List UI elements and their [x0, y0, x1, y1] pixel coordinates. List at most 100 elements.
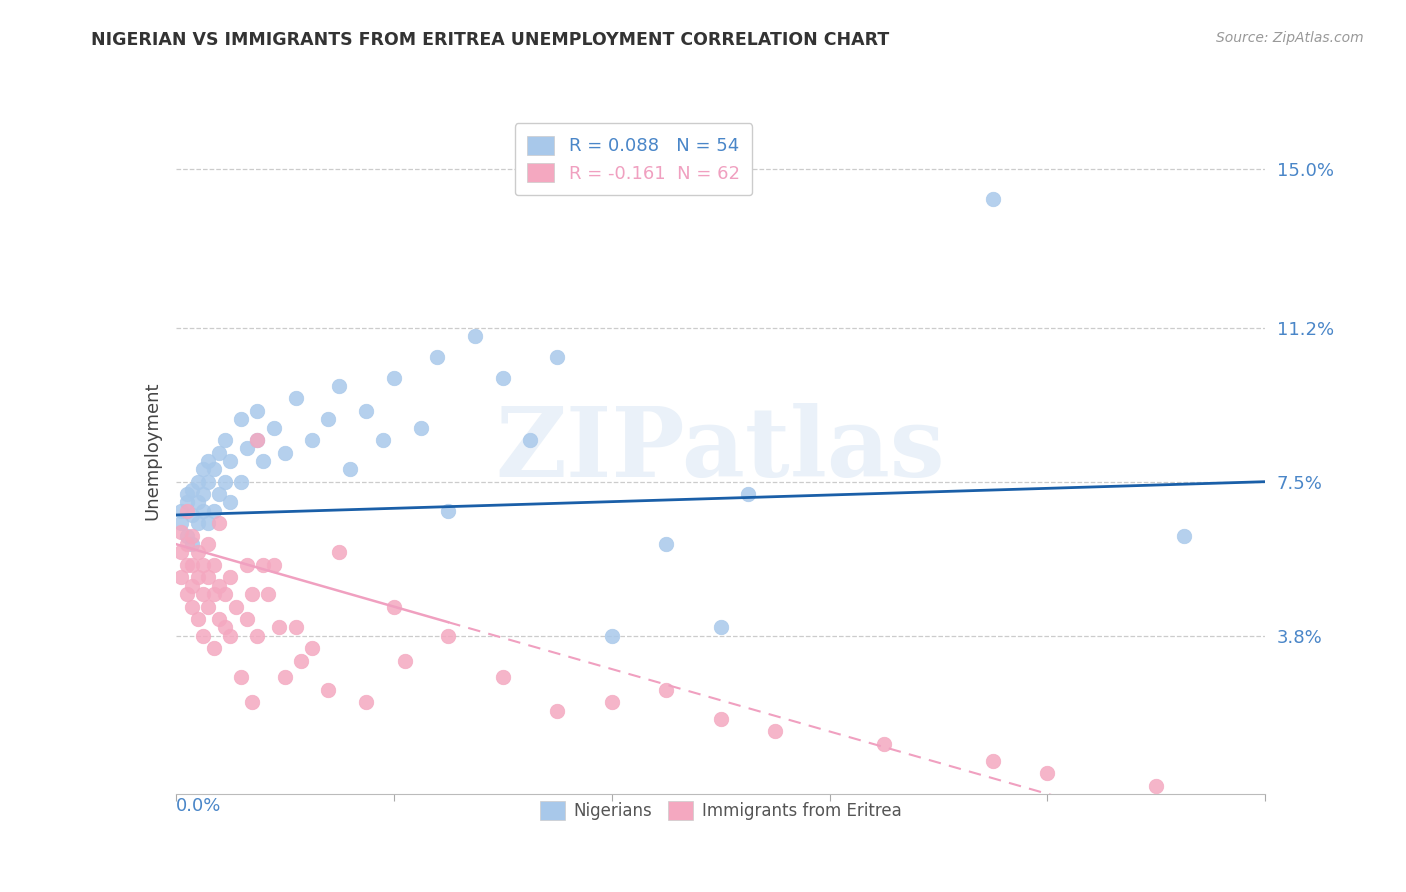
Point [710, 620, 733, 634]
Point [763, 724, 786, 739]
Point [981, 192, 1004, 206]
Point [546, 350, 568, 364]
Point [235, 442, 257, 456]
Point [186, 495, 209, 509]
Point [246, 629, 269, 643]
Text: Source: ZipAtlas.com: Source: ZipAtlas.com [1216, 31, 1364, 45]
Point [284, 620, 307, 634]
Point [981, 754, 1004, 768]
Point [655, 537, 678, 551]
Point [252, 558, 274, 572]
Point [269, 620, 291, 634]
Point [301, 641, 323, 656]
Point [214, 475, 236, 489]
Point [492, 670, 515, 684]
Point [1144, 779, 1167, 793]
Point [219, 570, 242, 584]
Point [437, 504, 460, 518]
Point [208, 612, 231, 626]
Point [252, 454, 274, 468]
Point [246, 433, 269, 447]
Point [409, 420, 432, 434]
Point [655, 682, 678, 697]
Point [219, 454, 242, 468]
Point [464, 329, 486, 343]
Point [257, 587, 280, 601]
Point [197, 454, 219, 468]
Point [197, 570, 219, 584]
Point [219, 495, 242, 509]
Legend: Nigerians, Immigrants from Eritrea: Nigerians, Immigrants from Eritrea [533, 795, 908, 827]
Point [176, 495, 198, 509]
Point [301, 433, 323, 447]
Point [191, 587, 214, 601]
Point [371, 433, 394, 447]
Point [382, 599, 405, 614]
Point [225, 599, 247, 614]
Point [231, 475, 253, 489]
Point [197, 475, 219, 489]
Point [181, 579, 204, 593]
Point [710, 712, 733, 726]
Point [176, 504, 198, 518]
Point [191, 462, 214, 476]
Point [202, 558, 225, 572]
Point [186, 545, 209, 559]
Point [214, 587, 236, 601]
Point [240, 695, 263, 709]
Point [356, 695, 378, 709]
Point [318, 682, 340, 697]
Point [1036, 766, 1059, 780]
Point [197, 599, 219, 614]
Point [181, 537, 204, 551]
Point [191, 558, 214, 572]
Point [202, 587, 225, 601]
Point [186, 516, 209, 531]
Point [208, 445, 231, 459]
Point [290, 654, 312, 668]
Point [328, 545, 350, 559]
Point [176, 587, 198, 601]
Point [191, 487, 214, 501]
Point [176, 537, 198, 551]
Point [339, 462, 361, 476]
Point [219, 629, 242, 643]
Point [186, 475, 209, 489]
Point [176, 529, 198, 543]
Point [181, 529, 204, 543]
Point [214, 433, 236, 447]
Point [176, 487, 198, 501]
Point [519, 433, 541, 447]
Point [1173, 529, 1195, 543]
Point [202, 462, 225, 476]
Point [263, 558, 285, 572]
Point [170, 545, 193, 559]
Y-axis label: Unemployment: Unemployment [143, 381, 162, 520]
Point [426, 350, 449, 364]
Point [231, 412, 253, 426]
Point [214, 620, 236, 634]
Point [208, 516, 231, 531]
Point [600, 695, 623, 709]
Point [235, 558, 257, 572]
Point [274, 670, 297, 684]
Point [170, 570, 193, 584]
Point [186, 612, 209, 626]
Point [328, 379, 350, 393]
Point [231, 670, 253, 684]
Point [546, 704, 568, 718]
Point [181, 599, 204, 614]
Point [170, 504, 193, 518]
Point [437, 629, 460, 643]
Point [181, 508, 204, 522]
Point [356, 404, 378, 418]
Point [284, 392, 307, 406]
Point [246, 404, 269, 418]
Point [181, 483, 204, 497]
Text: NIGERIAN VS IMMIGRANTS FROM ERITREA UNEMPLOYMENT CORRELATION CHART: NIGERIAN VS IMMIGRANTS FROM ERITREA UNEM… [91, 31, 890, 49]
Point [263, 420, 285, 434]
Point [202, 504, 225, 518]
Point [208, 487, 231, 501]
Point [274, 445, 297, 459]
Text: ZIPatlas: ZIPatlas [496, 403, 945, 498]
